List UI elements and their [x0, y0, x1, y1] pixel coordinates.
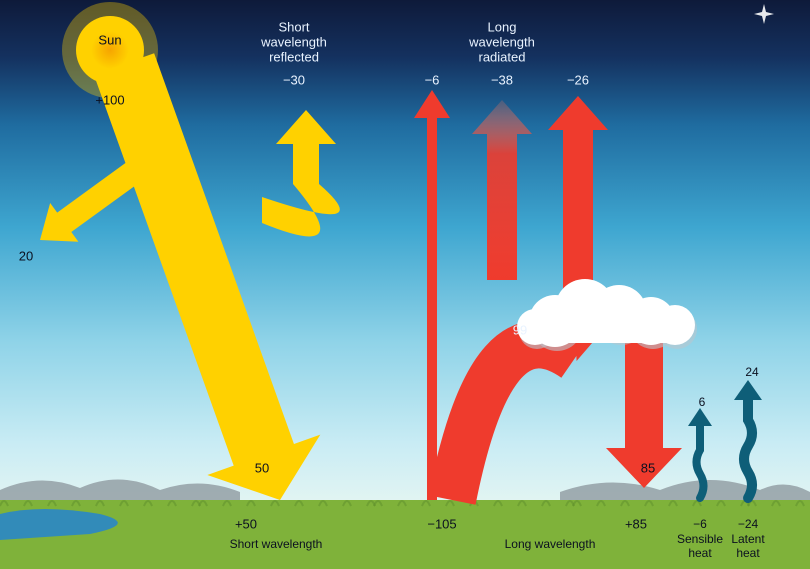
label-18: −24	[738, 517, 758, 531]
arrow-long-mid	[472, 100, 532, 280]
mountains-right	[560, 480, 810, 500]
label-3: −30	[283, 73, 305, 88]
label-12: 6	[699, 395, 706, 409]
label-14: +50	[235, 517, 257, 532]
cloud-icon	[517, 279, 697, 351]
label-8: 20	[19, 249, 33, 264]
label-11: 85	[641, 461, 655, 476]
label-7: −26	[567, 73, 589, 88]
arrow-long-curve-stem	[452, 344, 575, 500]
label-5: Long wavelength radiated	[469, 20, 535, 65]
arrow-solar-main	[94, 53, 320, 500]
arrow-latent-head	[734, 380, 762, 400]
arrow-latent-stem	[744, 400, 752, 498]
label-0: Sun	[98, 33, 121, 48]
label-17: −6	[693, 517, 707, 531]
label-10: 50	[255, 461, 269, 476]
label-19: Short wavelength	[230, 537, 323, 551]
label-22: Latent heat	[731, 532, 764, 560]
label-20: Long wavelength	[505, 537, 596, 551]
label-15: −105	[427, 517, 456, 532]
label-1: +100	[95, 93, 124, 108]
diagram-stage: Sun +100 Short wavelength reflected −30 −6 Lo…	[0, 0, 810, 569]
arrow-sensible-head	[688, 408, 712, 426]
label-2: Short wavelength reflected	[261, 20, 327, 65]
star-icon	[754, 4, 774, 24]
diagram-svg	[0, 0, 810, 569]
label-9: 99	[513, 323, 527, 338]
mountains-left	[0, 479, 240, 500]
arrow-short-reflected	[262, 110, 340, 236]
label-13: 24	[745, 365, 758, 379]
label-21: Sensible heat	[677, 532, 723, 560]
label-16: +85	[625, 517, 647, 532]
label-4: −6	[425, 73, 440, 88]
label-6: −38	[491, 73, 513, 88]
